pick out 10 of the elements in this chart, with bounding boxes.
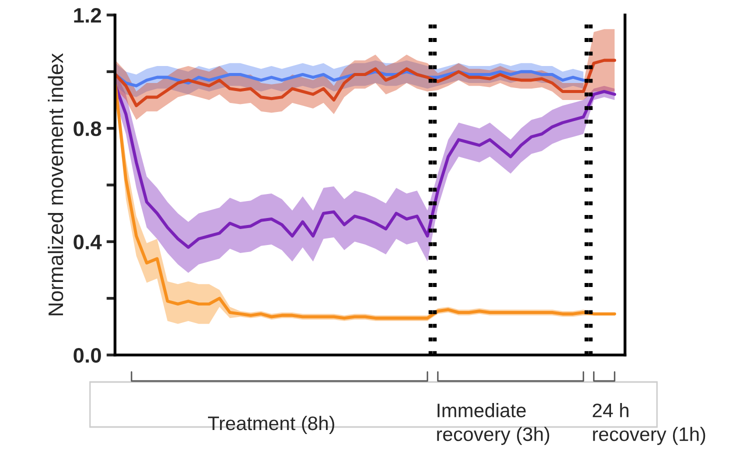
text: Immediate recovery (3h) — [437, 403, 550, 445]
y-tick-label: 1.2 — [74, 8, 101, 23]
text: Treatment (8h) — [208, 416, 334, 434]
y-tick-label: 0.8 — [74, 121, 102, 136]
line-series — [115, 84, 616, 249]
line-series — [115, 58, 616, 108]
y-axis-title: Normalized movement index — [48, 53, 64, 316]
y-tick-label: 0.4 — [74, 234, 102, 250]
text: 24 h recovery (1h) — [592, 403, 706, 445]
y-tick-label: 0.0 — [74, 348, 101, 363]
